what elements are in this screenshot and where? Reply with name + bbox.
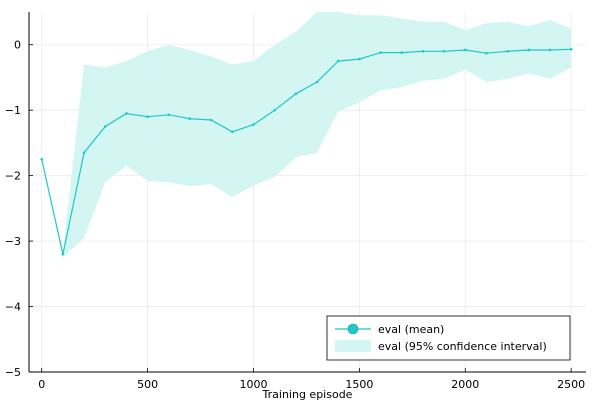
x-tick-label: 500 xyxy=(137,378,158,391)
data-point xyxy=(273,108,276,112)
data-point xyxy=(463,48,467,52)
legend-band-label: eval (95% confidence interval) xyxy=(378,340,547,353)
data-point xyxy=(188,117,192,120)
y-tick-label: −5 xyxy=(5,366,21,379)
y-tick-label: −1 xyxy=(5,104,21,117)
x-tick-label: 2500 xyxy=(557,378,585,391)
data-point xyxy=(485,51,488,55)
data-point xyxy=(231,130,234,134)
legend-band-swatch xyxy=(335,340,371,352)
x-tick-label: 2000 xyxy=(451,378,479,391)
x-tick-label: 0 xyxy=(38,378,45,391)
legend-box xyxy=(326,315,571,361)
data-point xyxy=(336,59,340,63)
data-point xyxy=(506,49,509,53)
data-point xyxy=(167,113,171,117)
mean-points xyxy=(40,48,573,256)
legend-mean-label: eval (mean) xyxy=(378,323,444,336)
data-point xyxy=(61,252,65,256)
data-point xyxy=(548,48,552,52)
data-point xyxy=(209,118,213,122)
y-tick-labels: −5 −4 −3 −2 −1 0 xyxy=(5,39,21,379)
y-tick-label: −3 xyxy=(5,235,21,248)
legend-marker-swatch xyxy=(347,323,359,335)
data-point xyxy=(82,151,86,155)
x-tick-label: 1000 xyxy=(239,378,267,391)
x-tick-labels: 0 500 1000 1500 2000 2500 xyxy=(38,378,585,391)
data-point xyxy=(125,112,128,115)
data-point xyxy=(442,49,446,53)
y-tick-label: −2 xyxy=(5,170,21,183)
x-tick-label: 1500 xyxy=(345,378,373,391)
y-tick-label: 0 xyxy=(14,39,21,52)
data-point xyxy=(569,48,573,51)
data-point xyxy=(527,48,531,52)
y-tick-label: −4 xyxy=(5,301,21,314)
data-point xyxy=(40,157,44,161)
data-point xyxy=(146,115,149,119)
data-point xyxy=(315,80,319,84)
axes xyxy=(28,12,586,373)
data-point xyxy=(252,123,255,126)
data-point xyxy=(103,125,107,128)
data-point xyxy=(294,92,298,96)
mean-line xyxy=(41,48,572,255)
legend: eval (mean) eval (95% confidence interva… xyxy=(326,315,571,361)
x-axis-label: Training episode xyxy=(262,388,353,400)
data-point xyxy=(358,57,361,61)
data-point xyxy=(400,51,404,54)
data-point xyxy=(421,49,425,53)
confidence-band xyxy=(41,12,572,258)
data-point xyxy=(379,51,382,54)
